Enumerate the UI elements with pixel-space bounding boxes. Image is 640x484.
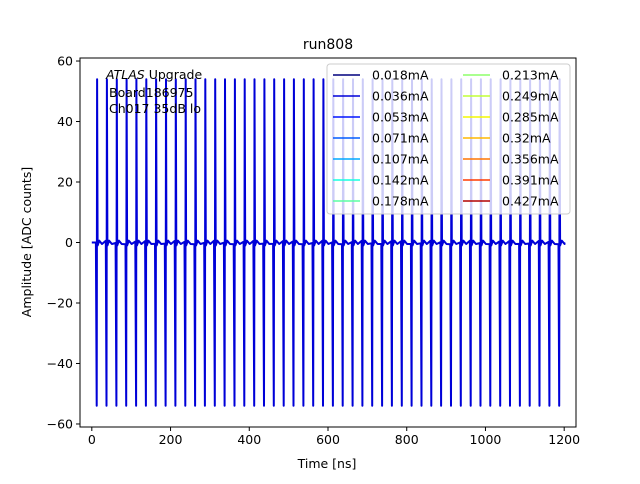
y-tick-label: 40 <box>57 114 73 129</box>
legend-frame <box>326 63 571 215</box>
x-tick-label: 400 <box>237 432 261 447</box>
atlas-label-italic: ATLAS <box>105 67 145 82</box>
plot-layer <box>91 78 566 407</box>
y-tick-label: 60 <box>57 54 73 69</box>
x-tick-label: 800 <box>395 432 419 447</box>
axes-layer: 0 200 400 600 800 1000 1200 −60 −40 −20 0 20 40 60 <box>47 54 581 447</box>
legend-label: 0.213mA <box>502 68 559 83</box>
y-tick-label: −20 <box>47 295 73 310</box>
legend-label: 0.107mA <box>372 152 429 167</box>
chart-title: run808 <box>303 37 353 53</box>
x-tick-label: 0 <box>88 432 96 447</box>
x-axis-label: Time [ns] <box>297 456 357 471</box>
legend-label: 0.285mA <box>502 110 559 125</box>
legend-label: 0.249mA <box>502 89 559 104</box>
legend-label: 0.391mA <box>502 173 559 188</box>
y-tick-label: −40 <box>47 356 73 371</box>
legend-label: 0.142mA <box>372 173 429 188</box>
legend-label: 0.356mA <box>502 152 559 167</box>
legend-label: 0.018mA <box>372 68 429 83</box>
x-tick-label: 200 <box>159 432 183 447</box>
y-axis-label: Amplitude [ADC counts] <box>19 167 34 317</box>
legend-label: 0.178mA <box>372 194 429 209</box>
x-tick-label: 1000 <box>470 432 502 447</box>
channel-label: Ch017 35dB lo <box>109 101 201 116</box>
annotation-layer: ATLAS Upgrade Board186975 Ch017 35dB lo <box>105 67 202 116</box>
y-tick-label: 20 <box>57 175 73 190</box>
legend-label: 0.32mA <box>502 131 551 146</box>
board-label: Board186975 <box>109 85 193 100</box>
atlas-label-rest: Upgrade <box>145 67 203 82</box>
y-tick-label: 0 <box>65 235 73 250</box>
legend-label: 0.427mA <box>502 194 559 209</box>
legend-label: 0.053mA <box>372 110 429 125</box>
x-tick-label: 1200 <box>548 432 580 447</box>
y-tick-label: −60 <box>47 416 73 431</box>
legend-label: 0.071mA <box>372 131 429 146</box>
pulse-series-line <box>91 78 566 407</box>
legend-label: 0.036mA <box>372 89 429 104</box>
atlas-label: ATLAS Upgrade <box>105 67 202 82</box>
legend: 0.018mA 0.036mA 0.053mA 0.071mA 0.107mA 0.142… <box>326 63 571 215</box>
x-tick-label: 600 <box>316 432 340 447</box>
